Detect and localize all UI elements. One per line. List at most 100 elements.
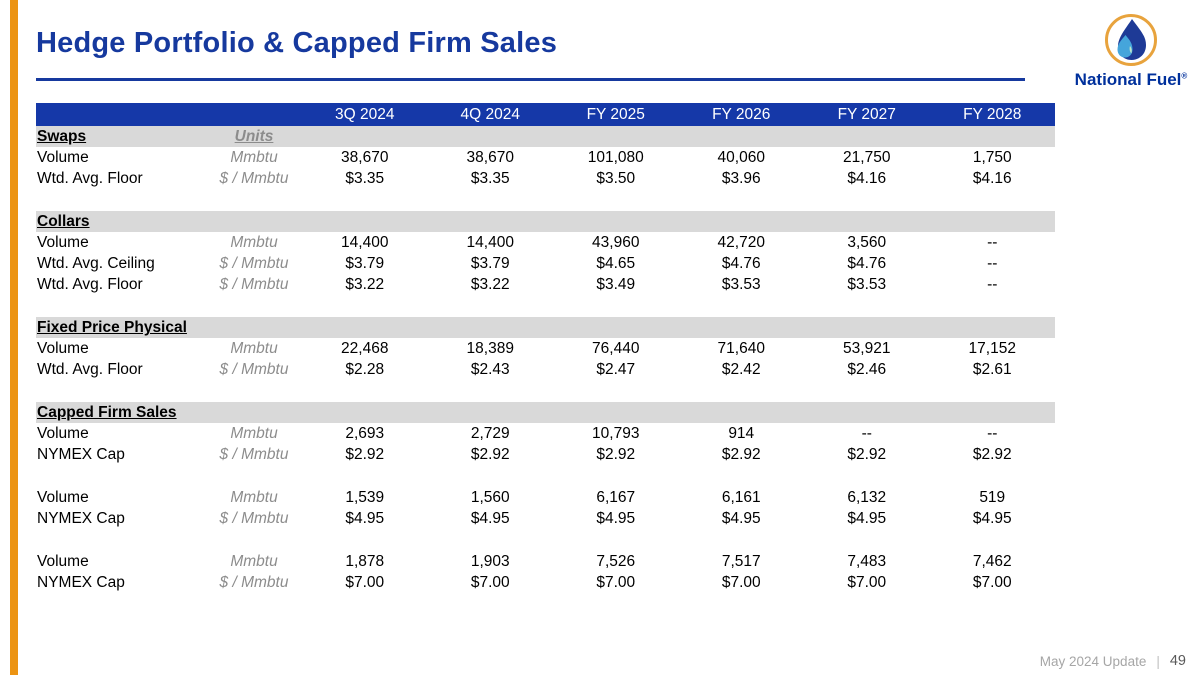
row-units: Mmbtu	[230, 149, 278, 166]
page-number: 49	[1169, 653, 1186, 669]
cell-value: --	[861, 425, 872, 442]
cell-value: --	[987, 425, 998, 442]
row-label: NYMEX Cap	[37, 446, 125, 463]
row-units: $ / Mmbtu	[219, 446, 289, 463]
slide-footer: May 2024 Update | 49	[1040, 653, 1186, 669]
row-label: Volume	[37, 234, 89, 251]
row-units: $ / Mmbtu	[219, 361, 289, 378]
section-gap	[36, 529, 1055, 551]
cell-value: 2,693	[345, 425, 385, 442]
cell-value: $3.35	[345, 170, 385, 187]
table-row: Wtd. Avg. Floor $ / Mmbtu $3.22 $3.22 $3.49 $…	[36, 274, 1055, 295]
cell-value: 3,560	[847, 234, 887, 251]
cell-value: 1,539	[345, 489, 385, 506]
registered-mark: ®	[1181, 71, 1188, 81]
flame-drop-icon	[1105, 14, 1157, 66]
table-row: Volume Mmbtu 38,670 38,670 101,080 40,060 21,7…	[36, 147, 1055, 168]
cell-value: 7,526	[596, 553, 636, 570]
cell-value: $7.00	[721, 574, 761, 591]
units-column-header: Units	[206, 126, 302, 147]
cell-value: $4.76	[721, 255, 761, 272]
cell-value: $7.00	[972, 574, 1012, 591]
logo-wordmark: National Fuel®	[1074, 70, 1188, 89]
row-label: Wtd. Avg. Ceiling	[37, 255, 155, 272]
cell-value: 18,389	[466, 340, 514, 357]
cell-value: $4.95	[721, 510, 761, 527]
section-band: Collars	[36, 211, 1055, 232]
cell-value: --	[987, 255, 998, 272]
cell-value: $3.96	[721, 170, 761, 187]
column-header: FY 2025	[586, 106, 645, 123]
row-label: Volume	[37, 149, 89, 166]
cell-value: 38,670	[466, 149, 514, 166]
cell-value: 1,903	[470, 553, 510, 570]
page-title: Hedge Portfolio & Capped Firm Sales	[36, 27, 558, 59]
cell-value: $3.22	[470, 276, 510, 293]
row-units: $ / Mmbtu	[219, 255, 289, 272]
title-underline	[36, 78, 1025, 81]
section-name-text: Fixed Price Physical	[37, 319, 187, 336]
column-header: 4Q 2024	[460, 106, 520, 123]
cell-value: 1,878	[345, 553, 385, 570]
column-header: FY 2026	[712, 106, 771, 123]
cell-value: $4.95	[847, 510, 887, 527]
table-row: Wtd. Avg. Floor $ / Mmbtu $3.35 $3.35 $3.50 $…	[36, 168, 1055, 189]
cell-value: 53,921	[843, 340, 891, 357]
row-units: $ / Mmbtu	[219, 276, 289, 293]
table-row: Wtd. Avg. Ceiling $ / Mmbtu $3.79 $3.79 $4.6…	[36, 253, 1055, 274]
cell-value: --	[987, 276, 998, 293]
row-units: Mmbtu	[230, 489, 278, 506]
table-header-row: 3Q 2024 4Q 2024 FY 2025 FY 2026 FY 2027 FY 20…	[36, 103, 1055, 126]
cell-value: $2.92	[847, 446, 887, 463]
cell-value: $3.35	[470, 170, 510, 187]
cell-value: 38,670	[341, 149, 389, 166]
section-band: Swaps Units	[36, 126, 1055, 147]
row-label: Volume	[37, 553, 89, 570]
table-row: NYMEX Cap $ / Mmbtu $4.95 $4.95 $4.95 $4.95 $4…	[36, 508, 1055, 529]
section-name: Collars	[36, 211, 206, 232]
table-row: NYMEX Cap $ / Mmbtu $7.00 $7.00 $7.00 $7.00 $7…	[36, 572, 1055, 593]
row-units: $ / Mmbtu	[219, 170, 289, 187]
cell-value: $4.95	[470, 510, 510, 527]
cell-value: 22,468	[341, 340, 389, 357]
cell-value: 6,167	[596, 489, 636, 506]
row-label: NYMEX Cap	[37, 574, 125, 591]
cell-value: 17,152	[968, 340, 1016, 357]
table-row: NYMEX Cap $ / Mmbtu $2.92 $2.92 $2.92 $2.92 $2…	[36, 444, 1055, 465]
cell-value: $4.95	[345, 510, 385, 527]
cell-value: $4.16	[972, 170, 1012, 187]
cell-value: 1,750	[972, 149, 1012, 166]
cell-value: $3.22	[345, 276, 385, 293]
cell-value: 2,729	[470, 425, 510, 442]
cell-value: --	[987, 234, 998, 251]
cell-value: 7,483	[847, 553, 887, 570]
cell-value: 42,720	[717, 234, 765, 251]
row-label: Wtd. Avg. Floor	[37, 170, 143, 187]
section-gap	[36, 295, 1055, 317]
cell-value: 914	[728, 425, 755, 442]
cell-value: 10,793	[592, 425, 640, 442]
section-gap	[36, 380, 1055, 402]
table-row: Wtd. Avg. Floor $ / Mmbtu $2.28 $2.43 $2.47 $…	[36, 359, 1055, 380]
cell-value: $3.79	[345, 255, 385, 272]
section-name-text: Capped Firm Sales	[37, 404, 177, 421]
cell-value: $4.16	[847, 170, 887, 187]
cell-value: $2.42	[721, 361, 761, 378]
column-header: 3Q 2024	[335, 106, 395, 123]
cell-value: $4.95	[596, 510, 636, 527]
row-units: Mmbtu	[230, 340, 278, 357]
hedge-portfolio-table: 3Q 2024 4Q 2024 FY 2025 FY 2026 FY 2027 FY 20…	[36, 103, 1055, 593]
footer-separator: |	[1156, 653, 1160, 669]
section-name: Swaps	[36, 126, 206, 147]
cell-value: $2.46	[847, 361, 887, 378]
row-label: Wtd. Avg. Floor	[37, 276, 143, 293]
cell-value: $7.00	[345, 574, 385, 591]
cell-value: $2.92	[972, 446, 1012, 463]
cell-value: 14,400	[466, 234, 514, 251]
cell-value: $3.50	[596, 170, 636, 187]
table-row: Volume Mmbtu 14,400 14,400 43,960 42,720 3,560…	[36, 232, 1055, 253]
cell-value: $3.49	[596, 276, 636, 293]
cell-value: 7,517	[721, 553, 761, 570]
cell-value: $3.53	[721, 276, 761, 293]
cell-value: 14,400	[341, 234, 389, 251]
